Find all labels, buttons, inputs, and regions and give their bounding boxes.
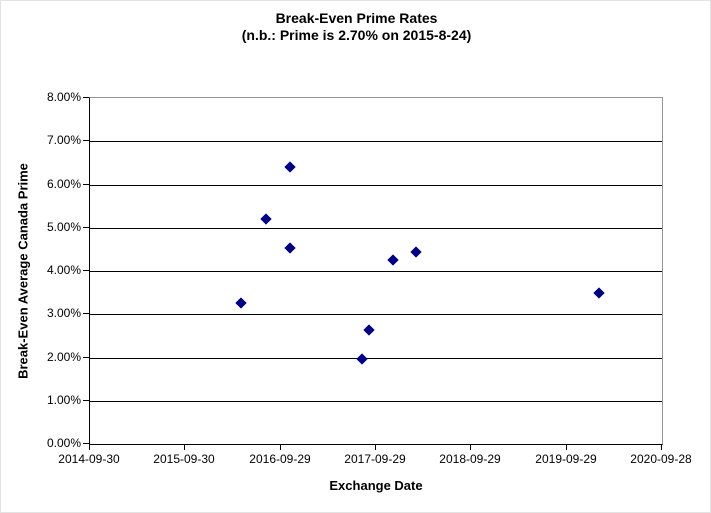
data-point-diamond [363, 324, 375, 336]
x-axis-tick-label: 2020-09-28 [630, 452, 692, 466]
y-axis-tick-label: 0.00% [46, 436, 81, 450]
data-point-diamond [356, 353, 368, 365]
x-axis-tick-mark [280, 444, 281, 450]
x-axis-title: Exchange Date [329, 478, 423, 493]
x-axis-tick-label: 2016-09-29 [249, 452, 311, 466]
x-axis-tick-mark [375, 444, 376, 450]
y-axis-tick-label: 7.00% [46, 133, 81, 147]
y-axis-tick-mark [83, 400, 89, 401]
x-axis-tick-label: 2017-09-29 [344, 452, 406, 466]
data-point-diamond [410, 246, 422, 259]
chart-title: Break-Even Prime Rates (n.b.: Prime is 2… [1, 10, 710, 44]
x-axis-tick-mark [566, 444, 567, 450]
data-point-diamond [593, 286, 605, 299]
y-axis-tick-mark [83, 357, 89, 358]
data-point-diamond [284, 161, 296, 173]
y-axis-tick-mark [83, 227, 89, 228]
y-axis-tick-label: 4.00% [46, 263, 81, 277]
data-point-diamond [387, 254, 399, 266]
gridline [90, 358, 662, 359]
x-axis-tick-mark [89, 444, 90, 450]
y-axis-tick-labels: 8.00% 7.00% 6.00% 5.00% 4.00% 3.00% 2.00% 1.00%… [1, 90, 81, 450]
y-axis-tick-label: 3.00% [46, 306, 81, 320]
chart-title-line1: Break-Even Prime Rates [275, 10, 438, 26]
plot-area [89, 97, 663, 445]
gridline [90, 401, 662, 402]
y-axis-tick-mark [83, 443, 89, 444]
gridline [90, 271, 662, 272]
y-axis-tick-label: 8.00% [46, 90, 81, 104]
y-axis-tick-mark [83, 270, 89, 271]
x-axis-tick-mark [661, 444, 662, 450]
gridline [90, 141, 662, 142]
gridline [90, 185, 662, 186]
gridline [90, 314, 662, 315]
x-axis-tick-label: 2019-09-29 [535, 452, 597, 466]
y-axis-tick-label: 5.00% [46, 220, 81, 234]
y-axis-tick-mark [83, 97, 89, 98]
data-point-diamond [284, 242, 296, 254]
chart-title-line2: (n.b.: Prime is 2.70% on 2015-8-24) [241, 27, 472, 43]
x-axis-tick-label: 2015-09-30 [153, 452, 215, 466]
x-axis-tick-mark [184, 444, 185, 450]
data-point-diamond [260, 213, 272, 225]
gridline [90, 228, 662, 229]
data-point-diamond [235, 296, 247, 309]
y-axis-tick-mark [83, 313, 89, 314]
y-axis-tick-mark [83, 184, 89, 185]
y-axis-tick-label: 6.00% [46, 177, 81, 191]
x-axis-tick-mark [470, 444, 471, 450]
x-axis-tick-label: 2014-09-30 [58, 452, 120, 466]
y-axis-tick-mark [83, 140, 89, 141]
y-axis-tick-label: 1.00% [46, 393, 81, 407]
x-axis-tick-label: 2018-09-29 [439, 452, 501, 466]
x-axis-tick-labels: 2014-09-30 2015-09-30 2016-09-29 2017-09-29… [58, 451, 691, 467]
y-axis-tick-label: 2.00% [46, 350, 81, 364]
